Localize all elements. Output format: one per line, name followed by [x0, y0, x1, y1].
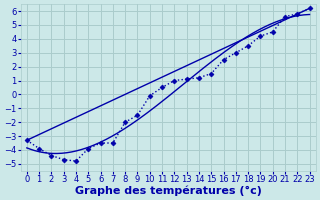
- X-axis label: Graphe des températures (°c): Graphe des températures (°c): [75, 185, 262, 196]
